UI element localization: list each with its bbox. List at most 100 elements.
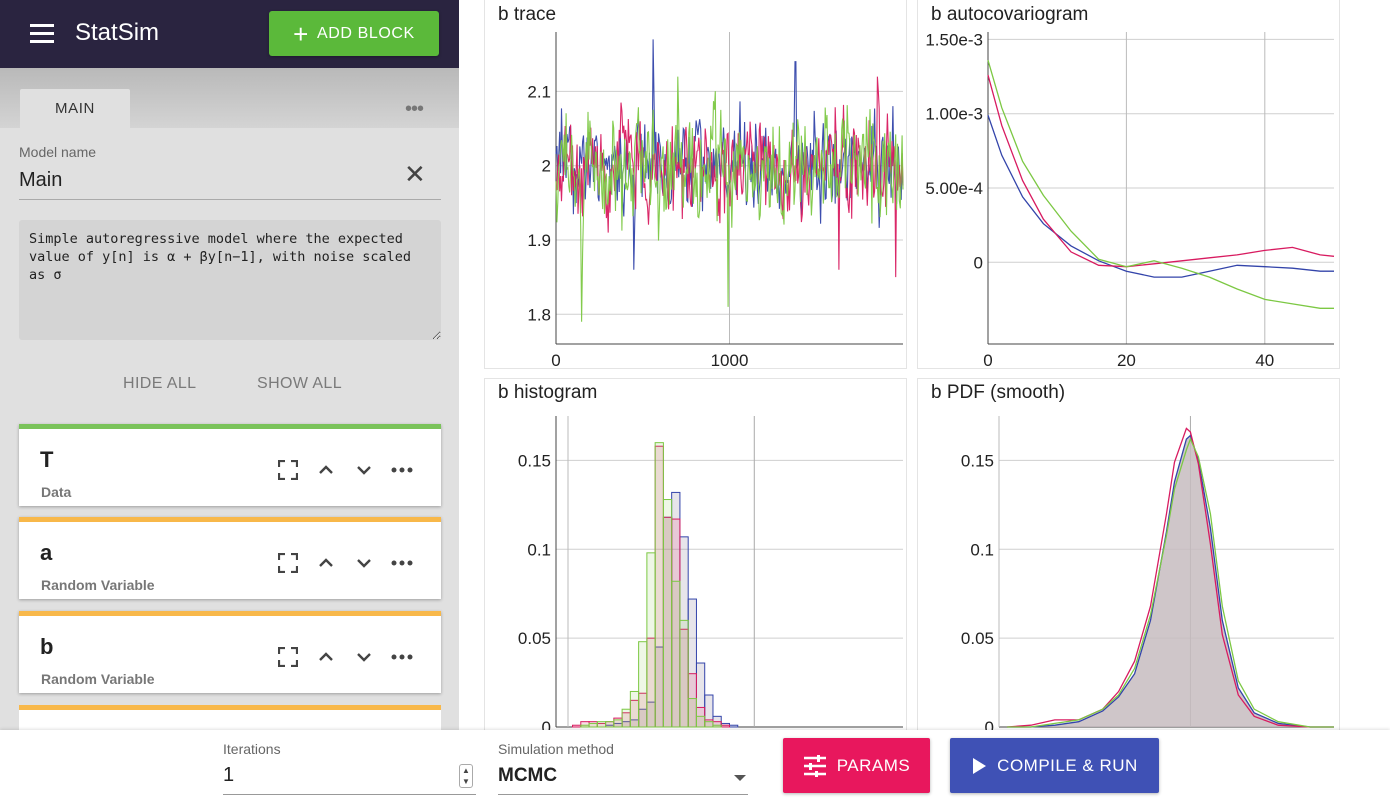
block-type: Random Variable: [41, 671, 155, 687]
close-icon[interactable]: ✕: [404, 159, 426, 189]
y-tick-label: 0.1: [970, 540, 994, 559]
model-name-input[interactable]: [19, 166, 399, 194]
play-icon: [973, 757, 987, 774]
chart-svg: 1.8 1.9 2 2.1 0 1000: [527, 32, 904, 370]
histogram-bar: [662, 499, 673, 728]
pdf-title: b PDF (smooth): [931, 382, 1066, 403]
autocovariogram-title: b autocovariogram: [931, 4, 1089, 25]
tune-icon: [803, 754, 826, 777]
histogram-bar: [679, 619, 689, 728]
model-name-underline: [19, 199, 441, 200]
show-all-button[interactable]: SHOW ALL: [257, 375, 343, 392]
histogram-bar: [572, 724, 582, 728]
autocov-series-line: [987, 114, 1334, 278]
x-tick-label: 1000: [711, 351, 749, 370]
histogram-bar: [729, 724, 739, 728]
tab-main[interactable]: MAIN: [20, 89, 130, 128]
histogram-bar: [704, 721, 714, 728]
histogram-bar: [588, 722, 598, 728]
chevron-up-icon[interactable]: [315, 646, 337, 668]
histogram-panel: 0 0.05 0.1 0.15 b histogram: [484, 378, 907, 738]
histogram-bar: [580, 724, 590, 728]
histogram-title: b histogram: [498, 382, 598, 403]
x-tick-label: 0: [983, 351, 992, 370]
app-bar: StatSim + ADD BLOCK: [0, 0, 459, 68]
y-tick-label: 0: [542, 718, 551, 737]
y-tick-label: 0: [985, 718, 994, 737]
autocov-series-line: [987, 60, 1334, 309]
chart-svg: 0 0.05 0.1 0.15: [961, 416, 1334, 737]
iterations-label: Iterations: [223, 741, 281, 757]
plus-icon: +: [293, 18, 309, 49]
histogram-bar: [712, 724, 722, 728]
tab-strip: MAIN •••: [0, 68, 459, 128]
block-type: Data: [41, 484, 72, 500]
add-block-label: ADD BLOCK: [316, 24, 415, 42]
params-label: PARAMS: [836, 755, 911, 775]
hide-all-button[interactable]: HIDE ALL: [123, 375, 197, 392]
histogram-bar: [613, 719, 623, 728]
y-tick-label: 1.8: [527, 305, 551, 324]
block-card[interactable]: T Data: [19, 424, 441, 506]
model-description[interactable]: [19, 220, 441, 340]
chart-svg: 0 5.00e-4 1.00e-3 1.50e-3 0 20 40: [925, 30, 1335, 370]
compile-run-button[interactable]: COMPILE & RUN: [950, 738, 1159, 793]
app-title: StatSim: [75, 19, 160, 46]
chevron-up-icon[interactable]: [315, 552, 337, 574]
block-card[interactable]: b Random Variable: [19, 611, 441, 693]
histogram-bar: [720, 724, 731, 728]
x-tick-label: 40: [1255, 351, 1274, 370]
trace-series-line: [555, 76, 904, 322]
y-tick-label: 5.00e-4: [925, 179, 983, 198]
chevron-up-icon[interactable]: [315, 459, 337, 481]
compile-run-label: COMPILE & RUN: [997, 755, 1138, 775]
more-horizontal-icon[interactable]: •••: [405, 98, 424, 120]
x-tick-label: 0: [551, 351, 560, 370]
simulation-method-label: Simulation method: [498, 741, 614, 757]
params-button[interactable]: PARAMS: [783, 738, 930, 793]
histogram-bar: [671, 580, 681, 728]
expand-icon[interactable]: [277, 646, 299, 668]
histogram-bar: [605, 721, 615, 728]
more-horizontal-icon[interactable]: [391, 459, 413, 481]
chart-svg: 0 0.05 0.1 0.15: [518, 416, 903, 737]
more-horizontal-icon[interactable]: [391, 646, 413, 668]
pdf-area: [1006, 435, 1334, 727]
y-tick-label: 0.1: [527, 540, 551, 559]
y-tick-label: 1.00e-3: [925, 105, 983, 124]
block-name: T: [40, 447, 54, 472]
y-tick-label: 2.1: [527, 82, 551, 101]
pdf-series-line: [1007, 437, 1334, 728]
block-card[interactable]: a Random Variable: [19, 517, 441, 599]
dropdown-arrow-icon[interactable]: [734, 775, 746, 781]
block-type: Random Variable: [41, 577, 155, 593]
histogram-bar: [629, 690, 640, 728]
iterations-stepper[interactable]: ▲ ▼: [459, 764, 473, 788]
y-tick-label: 0.05: [961, 629, 994, 648]
expand-icon[interactable]: [277, 459, 299, 481]
y-tick-label: 0.05: [518, 629, 551, 648]
histogram-bar: [638, 641, 648, 728]
more-horizontal-icon[interactable]: [391, 552, 413, 574]
histogram-bar: [646, 552, 656, 728]
iterations-underline: [223, 794, 476, 795]
histogram-bar: [621, 708, 631, 728]
y-tick-label: 0.15: [518, 451, 551, 470]
y-tick-label: 0: [974, 253, 983, 272]
expand-icon[interactable]: [277, 552, 299, 574]
histogram-bar: [654, 442, 664, 728]
pdf-series-line: [1007, 434, 1334, 728]
add-block-button[interactable]: + ADD BLOCK: [269, 11, 439, 56]
simulation-method-select[interactable]: MCMC: [498, 765, 558, 786]
histogram-bar: [687, 698, 697, 728]
menu-icon[interactable]: [30, 24, 56, 44]
iterations-input[interactable]: [223, 764, 453, 787]
chevron-down-icon[interactable]: [353, 646, 375, 668]
trace-panel: 1.8 1.9 2 2.1 0 1000 b trace: [484, 0, 907, 370]
chevron-down-icon[interactable]: [353, 552, 375, 574]
model-name-label: Model name: [19, 144, 97, 160]
chevron-down-icon[interactable]: [353, 459, 375, 481]
trace-title: b trace: [498, 4, 557, 25]
histogram-bar: [596, 721, 607, 728]
block-name: a: [40, 540, 53, 565]
